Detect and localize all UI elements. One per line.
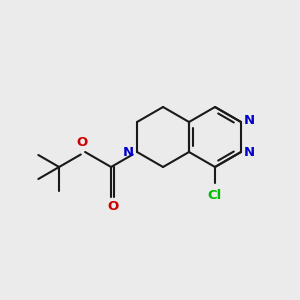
- Text: N: N: [123, 146, 134, 158]
- Text: O: O: [76, 136, 88, 149]
- Text: N: N: [244, 146, 255, 160]
- Text: Cl: Cl: [208, 189, 222, 202]
- Text: O: O: [107, 200, 119, 213]
- Text: N: N: [244, 115, 255, 128]
